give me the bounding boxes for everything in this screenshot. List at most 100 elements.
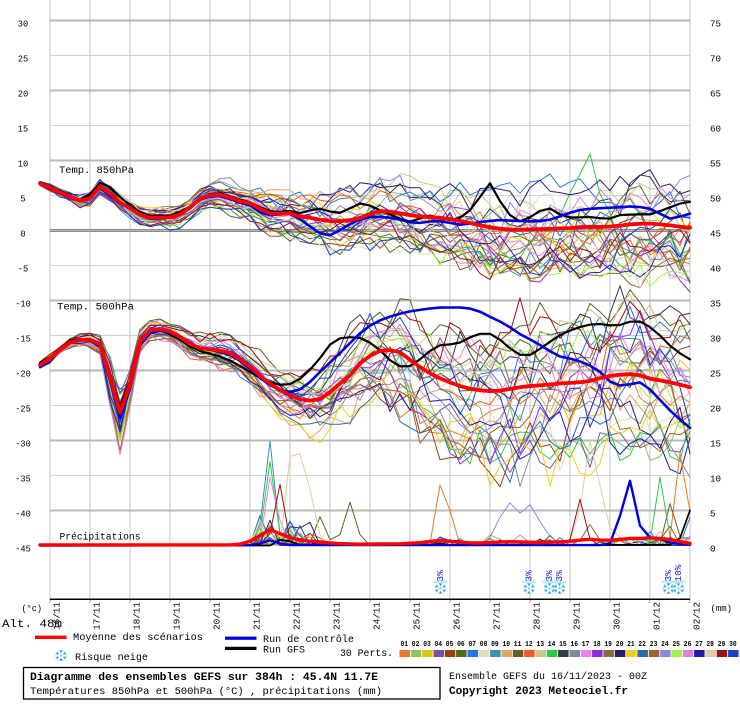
svg-text:30: 30 (18, 19, 29, 30)
svg-text:19: 19 (604, 641, 612, 649)
svg-text:18: 18 (593, 641, 601, 649)
svg-text:15: 15 (18, 124, 29, 135)
svg-text:Moyenne des scénarios: Moyenne des scénarios (73, 632, 203, 644)
svg-text:Run de contrôle: Run de contrôle (263, 634, 354, 646)
svg-text:22: 22 (638, 641, 646, 649)
svg-text:Temp. 850hPa: Temp. 850hPa (59, 165, 134, 177)
svg-text:Risque neige: Risque neige (75, 652, 148, 664)
svg-text:Températures 850hPa et 500hPa: Températures 850hPa et 500hPa (°C) , pré… (30, 686, 382, 698)
svg-text:26/11: 26/11 (452, 602, 463, 630)
svg-text:45: 45 (710, 229, 721, 240)
svg-text:23: 23 (650, 641, 658, 649)
svg-text:26: 26 (684, 641, 692, 649)
svg-text:25: 25 (18, 54, 29, 65)
svg-text:-40: -40 (15, 509, 31, 520)
svg-text:-35: -35 (15, 474, 31, 485)
svg-text:15: 15 (559, 641, 567, 649)
svg-text:06: 06 (457, 641, 465, 649)
svg-text:10%: 10% (673, 564, 684, 581)
svg-text:20: 20 (18, 89, 29, 100)
svg-text:35: 35 (710, 299, 721, 310)
svg-text:21: 21 (627, 641, 635, 649)
svg-text:19/11: 19/11 (172, 602, 183, 630)
svg-text:30: 30 (729, 641, 737, 649)
svg-text:-15: -15 (15, 334, 31, 345)
svg-text:3%: 3% (435, 570, 446, 582)
svg-text:30: 30 (710, 334, 721, 345)
svg-text:28/11: 28/11 (532, 602, 543, 630)
svg-text:16: 16 (571, 641, 579, 649)
svg-text:Alt. 48m: Alt. 48m (2, 619, 62, 631)
svg-text:25: 25 (710, 369, 721, 380)
svg-text:02: 02 (412, 641, 420, 649)
svg-text:Diagramme des ensembles GEFS s: Diagramme des ensembles GEFS sur 384h : … (30, 672, 379, 684)
svg-text:65: 65 (710, 89, 721, 100)
svg-text:24/11: 24/11 (372, 602, 383, 630)
svg-text:5: 5 (20, 194, 25, 205)
svg-text:Temp. 500hPa: Temp. 500hPa (57, 302, 134, 314)
svg-text:14: 14 (548, 641, 556, 649)
svg-text:60: 60 (710, 124, 721, 135)
svg-text:01: 01 (401, 641, 409, 649)
svg-text:30 Perts.: 30 Perts. (340, 648, 393, 660)
svg-text:3%: 3% (524, 570, 535, 582)
svg-text:13: 13 (537, 641, 545, 649)
svg-text:70: 70 (710, 54, 721, 65)
svg-text:3%: 3% (663, 570, 674, 582)
svg-text:15: 15 (710, 439, 721, 450)
svg-text:12: 12 (525, 641, 533, 649)
svg-text:Précipitations: Précipitations (60, 532, 141, 544)
svg-text:29: 29 (718, 641, 726, 649)
svg-text:09: 09 (491, 641, 499, 649)
svg-text:Ensemble GEFS du 16/11/2023 -: Ensemble GEFS du 16/11/2023 - 00Z (449, 671, 647, 683)
svg-text:10: 10 (710, 474, 721, 485)
svg-text:(°c): (°c) (22, 603, 43, 614)
svg-text:21/11: 21/11 (252, 602, 263, 630)
svg-text:25/11: 25/11 (412, 602, 423, 630)
svg-text:07: 07 (469, 641, 477, 649)
svg-text:27/11: 27/11 (492, 602, 503, 630)
svg-text:17/11: 17/11 (92, 602, 103, 630)
svg-text:04: 04 (435, 641, 443, 649)
svg-text:-10: -10 (15, 299, 31, 310)
svg-text:-20: -20 (15, 369, 31, 380)
svg-text:28: 28 (706, 641, 714, 649)
svg-text:11: 11 (514, 641, 522, 649)
svg-text:20: 20 (710, 404, 721, 415)
svg-text:0: 0 (20, 229, 25, 240)
svg-text:3%: 3% (554, 570, 565, 582)
svg-text:17: 17 (582, 641, 590, 649)
svg-text:05: 05 (446, 641, 454, 649)
svg-text:10: 10 (503, 641, 511, 649)
svg-text:50: 50 (710, 194, 721, 205)
svg-text:-30: -30 (15, 439, 31, 450)
svg-text:Run GFS: Run GFS (263, 644, 305, 656)
svg-text:30/11: 30/11 (612, 602, 623, 630)
svg-text:40: 40 (710, 264, 721, 275)
svg-text:18/11: 18/11 (132, 602, 143, 630)
svg-text:03: 03 (423, 641, 431, 649)
svg-text:20: 20 (616, 641, 624, 649)
svg-text:75: 75 (710, 19, 721, 30)
svg-text:29/11: 29/11 (572, 602, 583, 630)
svg-text:-5: -5 (18, 264, 29, 275)
svg-text:22/11: 22/11 (292, 602, 303, 630)
svg-text:23/11: 23/11 (332, 602, 343, 630)
svg-text:27: 27 (695, 641, 703, 649)
svg-text:16/11: 16/11 (52, 602, 63, 630)
svg-text:(mm): (mm) (711, 603, 733, 614)
svg-text:08: 08 (480, 641, 488, 649)
svg-text:Copyright 2023 Meteociel.fr: Copyright 2023 Meteociel.fr (449, 686, 628, 698)
svg-text:-45: -45 (15, 544, 31, 555)
svg-text:0: 0 (710, 544, 716, 555)
svg-text:55: 55 (710, 159, 721, 170)
svg-text:5: 5 (710, 509, 716, 520)
svg-text:-25: -25 (15, 404, 31, 415)
svg-text:20/11: 20/11 (212, 602, 223, 630)
svg-text:01/12: 01/12 (652, 602, 663, 630)
svg-text:3%: 3% (544, 570, 555, 582)
svg-text:24: 24 (661, 641, 669, 649)
svg-text:25: 25 (672, 641, 680, 649)
svg-text:10: 10 (18, 159, 29, 170)
svg-text:02/12: 02/12 (692, 602, 703, 630)
